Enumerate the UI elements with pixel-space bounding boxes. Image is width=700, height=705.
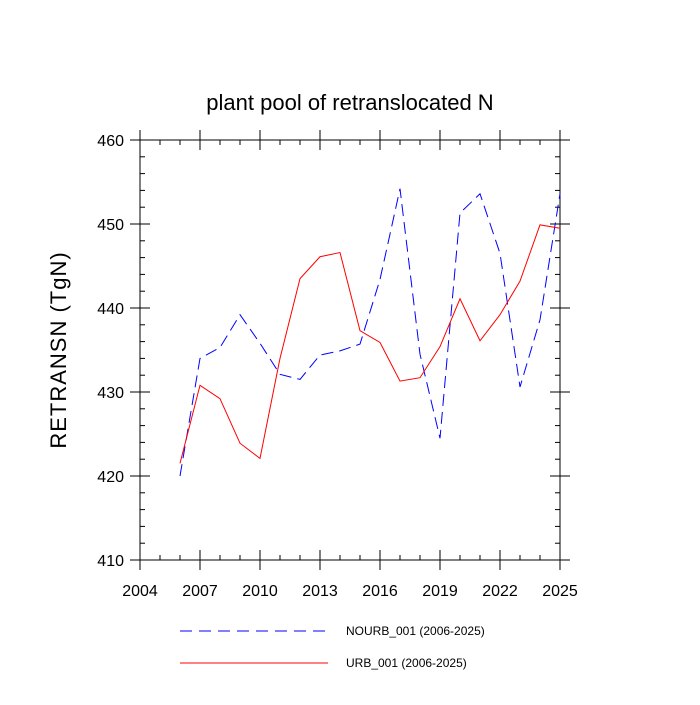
x-tick-label: 2022	[482, 583, 518, 600]
chart-title: plant pool of retranslocated N	[206, 90, 493, 115]
y-axis: 410 420 430 440 450 460	[97, 133, 570, 570]
y-tick-label: 410	[97, 553, 124, 570]
x-tick-label: 2025	[542, 583, 578, 600]
x-tick-label: 2007	[182, 583, 218, 600]
x-tick-label: 2013	[302, 583, 338, 600]
series-line-1	[179, 188, 561, 477]
y-tick-label: 430	[97, 385, 124, 402]
series-lines	[179, 188, 561, 477]
legend-label-1: NOURB_001 (2006-2025)	[346, 624, 485, 638]
legend-label-2: URB_001 (2006-2025)	[346, 656, 467, 670]
y-tick-label: 420	[97, 469, 124, 486]
plot-frame	[139, 139, 561, 561]
y-axis-label: RETRANSN (TgN)	[46, 251, 71, 448]
y-tick-label: 450	[97, 217, 124, 234]
x-tick-label: 2016	[362, 583, 398, 600]
x-tick-label: 2004	[122, 583, 158, 600]
legend: NOURB_001 (2006-2025) URB_001 (2006-2025)	[180, 624, 485, 670]
x-tick-label: 2019	[422, 583, 458, 600]
series-line-2	[179, 224, 561, 464]
x-tick-label: 2010	[242, 583, 278, 600]
y-tick-label: 460	[97, 133, 124, 150]
y-tick-label: 440	[97, 301, 124, 318]
x-axis: 2004 2007 2010 2013 2016 2019 2022 2025	[122, 130, 578, 600]
